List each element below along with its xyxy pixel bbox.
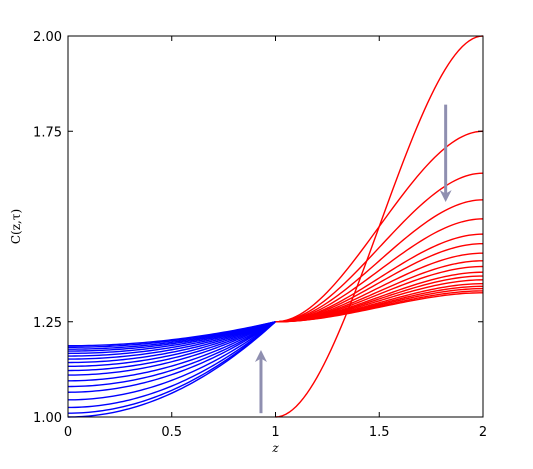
left-series-line-12 (67, 321, 276, 360)
x-tick-label: 1.5 (369, 425, 390, 440)
x-tick-label: 0.5 (161, 425, 182, 440)
y-axis-label: C(z,τ) (9, 209, 23, 244)
x-tick-label: 2 (479, 425, 487, 440)
y-tick-label: 1.75 (33, 125, 62, 140)
left-series-line-7 (67, 321, 276, 382)
x-tick-label: 0 (64, 425, 72, 440)
x-axis: 0 0.5 1 1.5 2 (64, 36, 487, 440)
y-tick-label: 1.00 (33, 411, 62, 426)
right-series-line-4 (275, 199, 484, 323)
y-axis: 1.00 1.25 1.75 2.00 (33, 30, 483, 426)
right-series-line-18 (275, 292, 484, 323)
left-series-line-2 (67, 321, 276, 414)
y-tick-label: 1.25 (33, 316, 62, 331)
x-axis-label: z (271, 441, 279, 455)
left-series-line-10 (67, 321, 276, 368)
left-series-line-5 (67, 321, 276, 393)
annotation-arrows (254, 104, 452, 414)
right-series-line-2 (275, 130, 484, 323)
y-tick-label: 2.00 (33, 30, 62, 45)
right-series-line-5 (275, 218, 484, 323)
left-series-line-11 (67, 321, 276, 364)
left-series-line-13 (67, 321, 276, 357)
left-series-line-3 (67, 321, 276, 409)
right-series-line-3 (275, 172, 484, 323)
left-series-line-4 (67, 321, 276, 401)
plot-curves (67, 35, 484, 418)
left-series-line-8 (67, 321, 276, 376)
left-series-line-18 (68, 321, 276, 347)
right-series-line-8 (275, 252, 484, 323)
left-series-line-1 (67, 321, 276, 418)
left-series-line-9 (67, 321, 276, 372)
left-series-line-6 (67, 321, 276, 388)
x-tick-label: 1 (271, 425, 279, 440)
